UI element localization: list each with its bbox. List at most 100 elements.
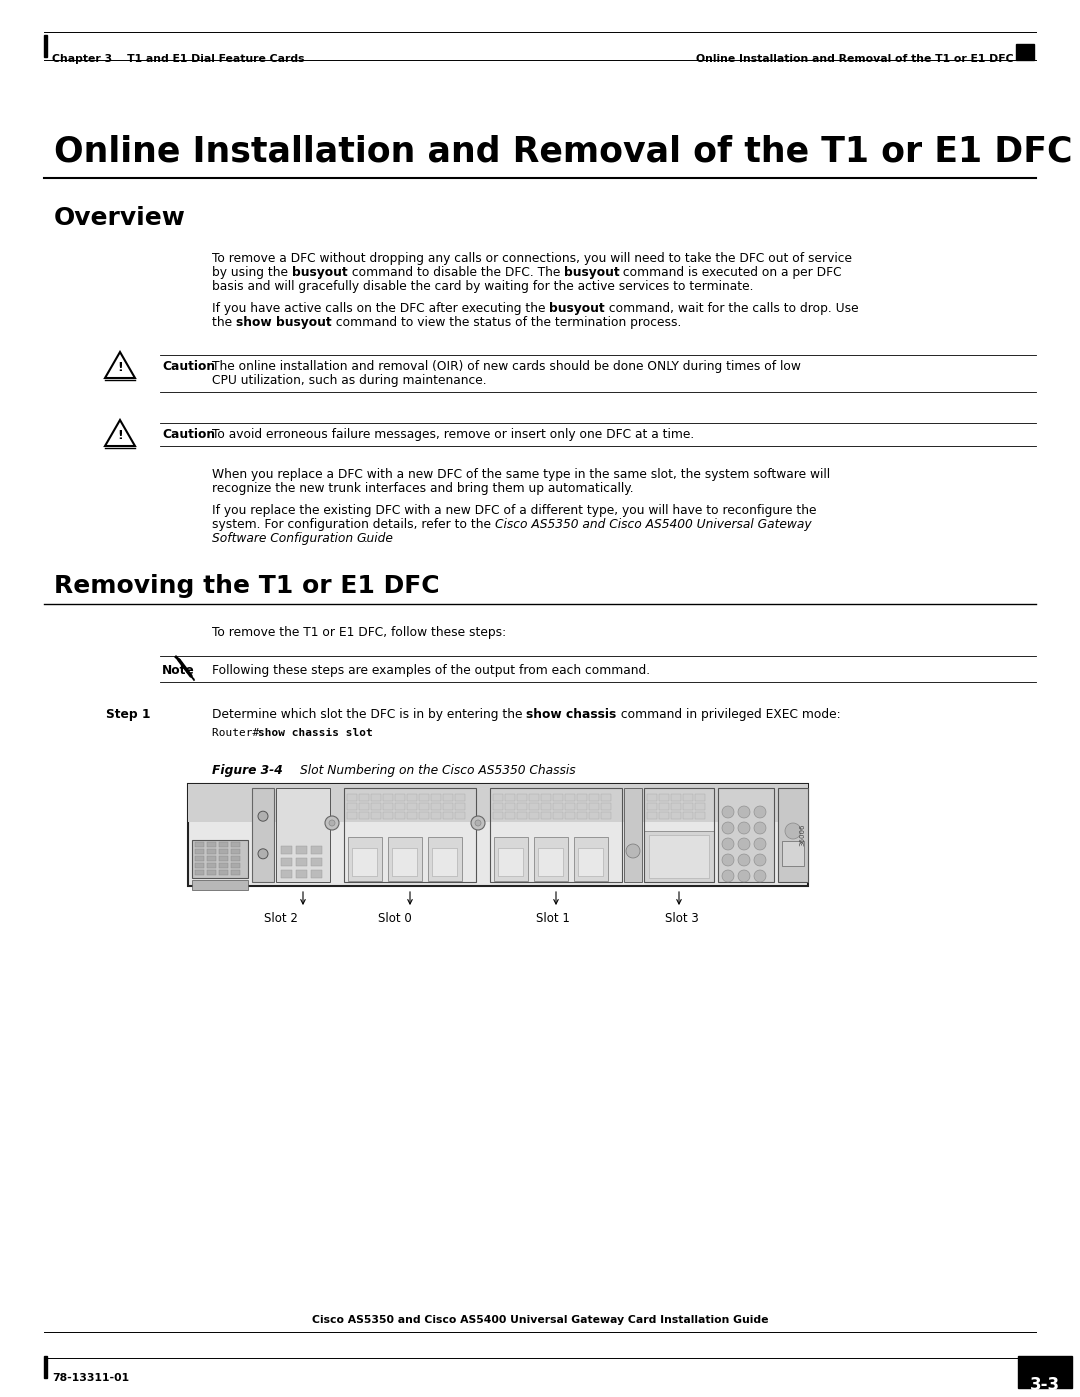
Text: If you have active calls on the DFC after executing the: If you have active calls on the DFC afte… xyxy=(212,302,550,314)
Bar xyxy=(498,848,523,876)
Bar xyxy=(296,870,307,877)
Bar xyxy=(345,788,476,882)
Bar xyxy=(231,842,240,847)
Bar xyxy=(281,870,292,877)
Bar xyxy=(219,849,228,854)
Bar xyxy=(311,870,322,877)
Bar xyxy=(553,803,563,810)
Circle shape xyxy=(754,821,766,834)
Bar xyxy=(671,812,681,819)
Bar xyxy=(347,793,357,800)
Text: Determine which slot the DFC is in by entering the: Determine which slot the DFC is in by en… xyxy=(212,708,526,721)
Bar xyxy=(359,812,369,819)
Text: Slot 3: Slot 3 xyxy=(665,912,699,925)
Bar xyxy=(219,856,228,861)
Circle shape xyxy=(723,806,734,819)
Bar xyxy=(383,803,393,810)
Bar xyxy=(231,849,240,854)
Bar xyxy=(311,847,322,854)
Bar xyxy=(671,803,681,810)
Bar xyxy=(195,863,204,868)
Bar xyxy=(492,812,503,819)
Bar xyxy=(505,803,515,810)
Bar xyxy=(395,812,405,819)
Text: Slot 2: Slot 2 xyxy=(264,912,298,925)
Bar xyxy=(573,837,608,882)
Bar xyxy=(195,849,204,854)
Text: command to disable the DFC. The: command to disable the DFC. The xyxy=(348,265,564,279)
Bar xyxy=(431,793,441,800)
Text: Caution: Caution xyxy=(162,427,215,441)
Bar xyxy=(455,803,465,810)
Bar xyxy=(347,803,357,810)
Circle shape xyxy=(325,816,339,830)
Bar xyxy=(659,793,669,800)
Text: show chassis slot: show chassis slot xyxy=(258,728,373,738)
Circle shape xyxy=(738,806,750,819)
Bar xyxy=(352,848,377,876)
Bar xyxy=(553,793,563,800)
Text: CPU utilization, such as during maintenance.: CPU utilization, such as during maintena… xyxy=(212,374,487,387)
Bar xyxy=(428,837,462,882)
Text: Figure 3-4: Figure 3-4 xyxy=(212,764,300,777)
Bar xyxy=(407,803,417,810)
Bar xyxy=(296,847,307,854)
Text: Online Installation and Removal of the T1 or E1 DFC: Online Installation and Removal of the T… xyxy=(697,54,1014,64)
Text: system. For configuration details, refer to the: system. For configuration details, refer… xyxy=(212,518,495,531)
Circle shape xyxy=(738,838,750,849)
Circle shape xyxy=(785,823,801,840)
Text: If you replace the existing DFC with a new DFC of a different type, you will hav: If you replace the existing DFC with a n… xyxy=(212,504,816,517)
Bar xyxy=(534,837,568,882)
Circle shape xyxy=(329,820,335,826)
Bar xyxy=(395,793,405,800)
Circle shape xyxy=(258,849,268,859)
Bar xyxy=(252,788,274,882)
Bar xyxy=(296,858,307,866)
Text: Slot 1: Slot 1 xyxy=(536,912,570,925)
Circle shape xyxy=(738,870,750,882)
Bar xyxy=(281,847,292,854)
Bar xyxy=(207,849,216,854)
Text: To avoid erroneous failure messages, remove or insert only one DFC at a time.: To avoid erroneous failure messages, rem… xyxy=(212,427,694,441)
Bar xyxy=(683,803,693,810)
Text: To remove a DFC without dropping any calls or connections, you will need to take: To remove a DFC without dropping any cal… xyxy=(212,251,852,265)
Bar xyxy=(388,837,422,882)
Bar xyxy=(541,812,551,819)
Bar xyxy=(600,793,611,800)
Text: To remove the T1 or E1 DFC, follow these steps:: To remove the T1 or E1 DFC, follow these… xyxy=(212,626,507,638)
Circle shape xyxy=(723,854,734,866)
Text: Slot Numbering on the Cisco AS5350 Chassis: Slot Numbering on the Cisco AS5350 Chass… xyxy=(300,764,576,777)
Bar xyxy=(659,812,669,819)
Bar xyxy=(219,842,228,847)
Bar xyxy=(553,812,563,819)
Bar xyxy=(195,842,204,847)
Circle shape xyxy=(738,854,750,866)
Bar xyxy=(392,848,417,876)
Bar xyxy=(589,812,599,819)
Bar xyxy=(505,793,515,800)
Bar xyxy=(577,793,588,800)
Bar xyxy=(372,803,381,810)
Bar xyxy=(431,812,441,819)
Bar xyxy=(188,784,808,886)
Text: busyout: busyout xyxy=(292,265,348,279)
Bar xyxy=(192,840,248,877)
Bar xyxy=(490,788,622,882)
Bar xyxy=(565,793,575,800)
Bar xyxy=(359,803,369,810)
Bar xyxy=(455,812,465,819)
Bar xyxy=(644,831,714,882)
Bar xyxy=(671,793,681,800)
Text: the: the xyxy=(212,316,237,330)
Bar xyxy=(311,858,322,866)
Bar xyxy=(644,788,714,882)
Bar xyxy=(231,856,240,861)
Text: Online Installation and Removal of the T1 or E1 DFC: Online Installation and Removal of the T… xyxy=(54,136,1072,169)
Bar xyxy=(529,803,539,810)
Bar xyxy=(1018,1356,1072,1389)
Text: Following these steps are examples of the output from each command.: Following these steps are examples of th… xyxy=(212,664,650,678)
Circle shape xyxy=(754,838,766,849)
Bar xyxy=(541,803,551,810)
Bar xyxy=(517,812,527,819)
Bar xyxy=(359,793,369,800)
